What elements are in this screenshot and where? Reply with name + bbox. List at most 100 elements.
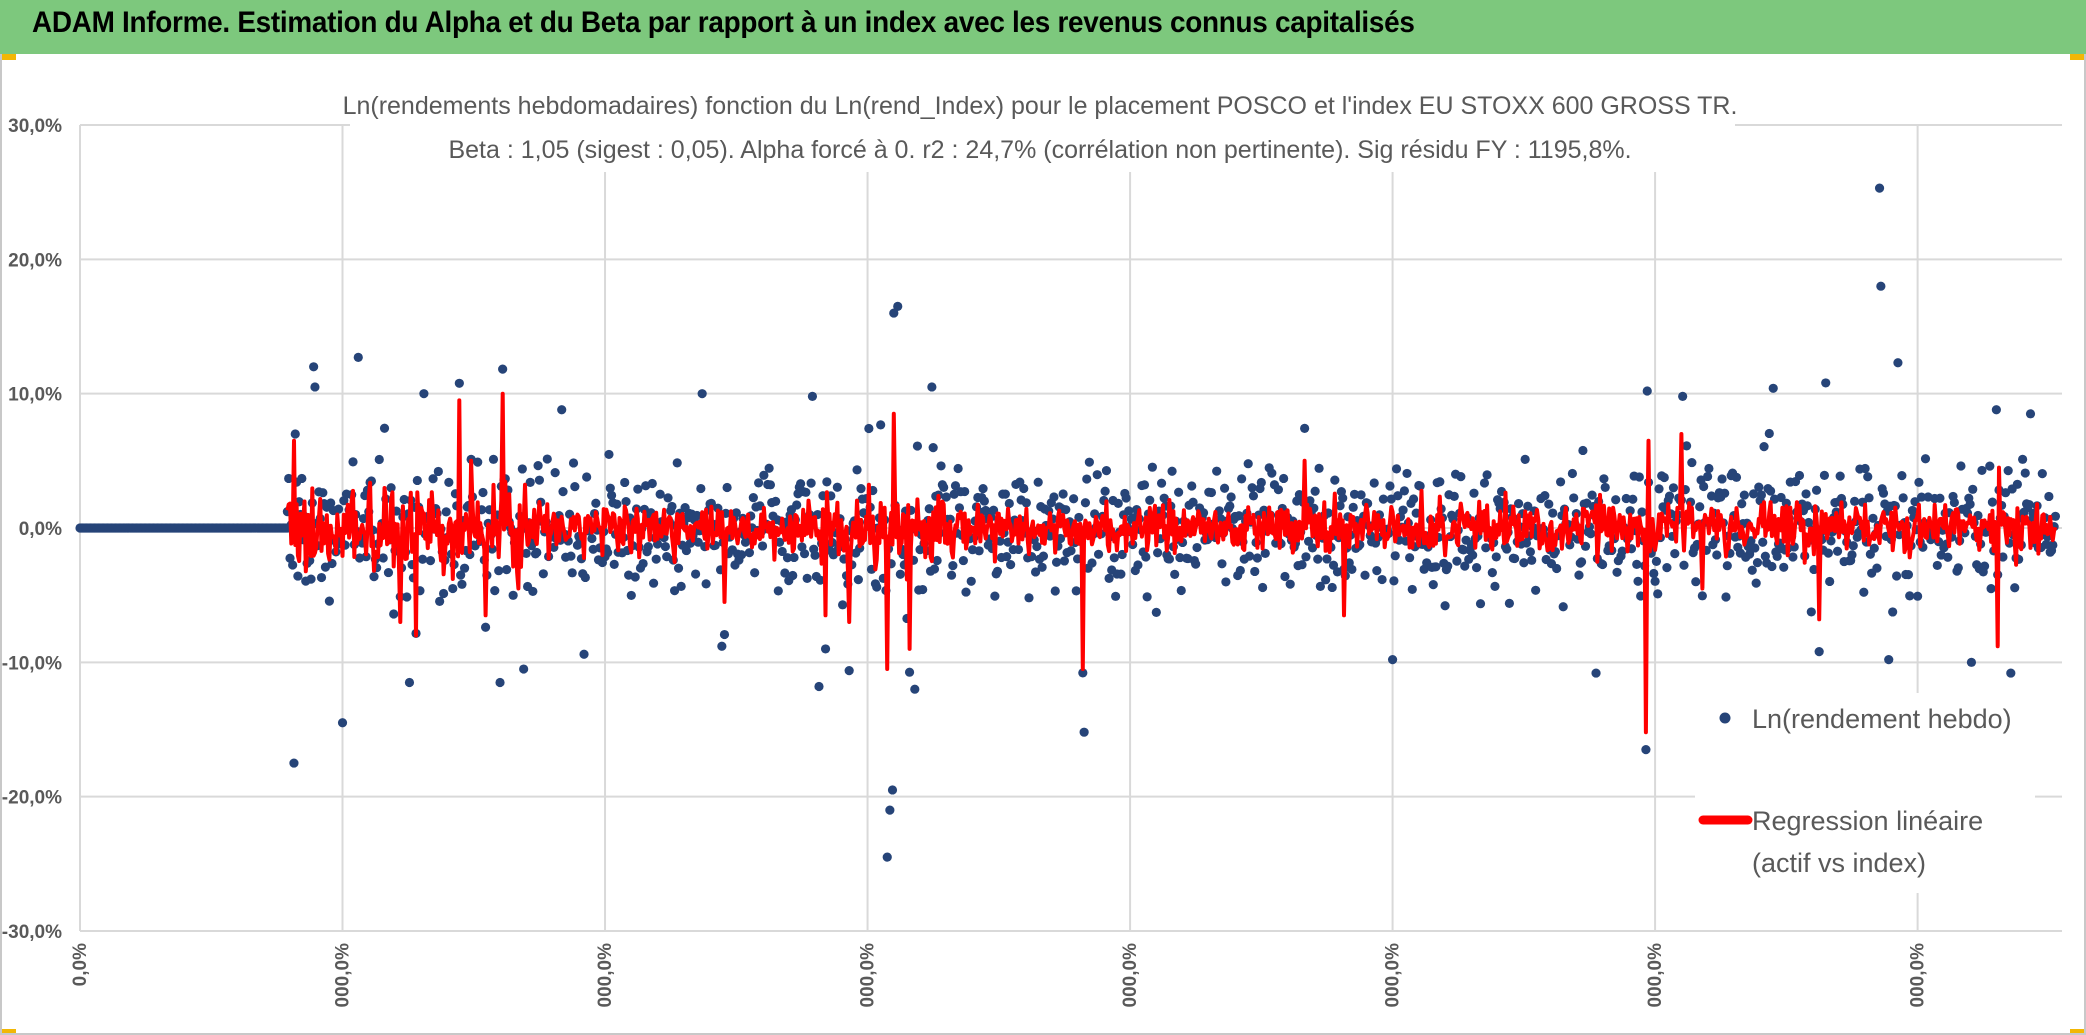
scatter-point [1599,474,1609,484]
scatter-point [1468,550,1478,560]
scatter-point [1139,480,1150,490]
scatter-point [550,468,560,478]
scatter-point [670,586,680,596]
scatter-point [297,473,307,484]
scatter-point [630,572,640,582]
scatter-point [609,559,619,570]
scatter-point [856,484,866,494]
scatter-point [1703,471,1713,482]
scatter-point [1159,493,1169,503]
scatter-point [736,550,747,560]
x-tick-label-1: 000,0% [333,943,354,1008]
scatter-point [782,553,793,563]
scatter-point [1991,405,2001,415]
scatter-point [895,569,905,579]
scatter-point [579,649,589,659]
scatter-point [1823,548,1833,558]
scatter-point [1664,491,1675,501]
scatter-point [2010,583,2020,593]
scatter-point [488,454,499,464]
scatter-point [638,558,648,569]
scatter-point [1191,559,1201,569]
report-banner: ADAM Informe. Estimation du Alpha et du … [0,0,2086,54]
scatter-point [1985,461,1995,471]
scatter-point [316,572,327,583]
scatter-point [353,352,363,362]
scatter-point [1760,551,1770,561]
scatter-point [1523,501,1533,511]
scatter-point [478,487,488,498]
scatter-point [995,536,1005,546]
scatter-point [1050,586,1060,596]
scatter-point [521,548,531,558]
scatter-point [643,541,653,552]
scatter-point [750,568,760,578]
scatter-point [1481,543,1491,553]
scatter-point [1722,561,1732,571]
scatter-point [1531,585,1541,595]
scatter-point [1030,567,1041,577]
corner-marker-bottom-right [2070,1029,2086,1035]
x-axis-labels: 0,0% 000,0% 000,0% 000,0% 000,0% 000,0% 000,0%… [70,943,1929,1008]
scatter-point [1737,499,1747,509]
scatter-point [1045,531,1055,541]
scatter-point [1697,591,1707,601]
scatter-point [1679,560,1689,570]
scatter-point [1252,553,1262,563]
scatter-point [1794,470,1805,481]
scatter-point [605,483,615,493]
scatter-point [621,496,631,507]
scatter-point [1520,454,1530,465]
scatter-point [1111,591,1121,601]
scatter-point [606,490,617,500]
scatter-point [981,505,991,516]
x-tick-label-3: 000,0% [858,943,879,1008]
scatter-point [1285,579,1295,589]
scatter-point [1314,463,1324,473]
scatter-point [1544,499,1554,509]
scatter-point [1574,570,1584,580]
legend-marker-scatter [1719,712,1731,724]
scatter-point [941,492,951,502]
x-tick-label-6: 000,0% [1645,943,1666,1008]
scatter-point [1452,556,1462,566]
scatter-point [1903,570,1914,580]
scatter-point [832,482,842,492]
scatter-point [1021,498,1031,508]
scatter-point [538,569,548,579]
scatter-point [1247,483,1257,493]
scatter-point [2003,465,2013,476]
scatter-point [457,579,467,589]
scatter-point [1578,445,1588,456]
scatter-point [1217,559,1227,569]
chart-subtitle: Beta : 1,05 (sigest : 0,05). Alpha forcé… [448,136,1631,164]
scatter-point [1642,386,1652,396]
scatter-point [1037,562,1047,572]
scatter-point [777,546,787,557]
scatter-point [928,443,938,453]
x-tick-label-5: 000,0% [1383,943,1404,1008]
scatter-point [1192,542,1202,553]
scatter-point [587,533,597,544]
scatter-point [1745,549,1755,559]
scatter-point [603,547,613,558]
scatter-point [1832,546,1843,556]
scatter-point [1576,557,1587,567]
scatter-point [1814,647,1824,657]
scatter-point [1717,474,1727,484]
scatter-point [490,586,500,596]
scatter-point [378,553,388,563]
scatter-point [802,573,812,583]
scatter-point [1092,470,1102,480]
scatter-point [558,487,568,497]
scatter-point [1338,493,1348,503]
scatter-point [1356,490,1366,500]
scatter-point [1766,486,1776,496]
scatter-point [473,457,483,467]
scatter-point [404,677,415,688]
legend-label-scatter: Ln(rendement hebdo) [1752,704,2012,734]
scatter-point [1428,580,1438,590]
scatter-point [966,576,976,586]
scatter-point [1024,593,1034,603]
